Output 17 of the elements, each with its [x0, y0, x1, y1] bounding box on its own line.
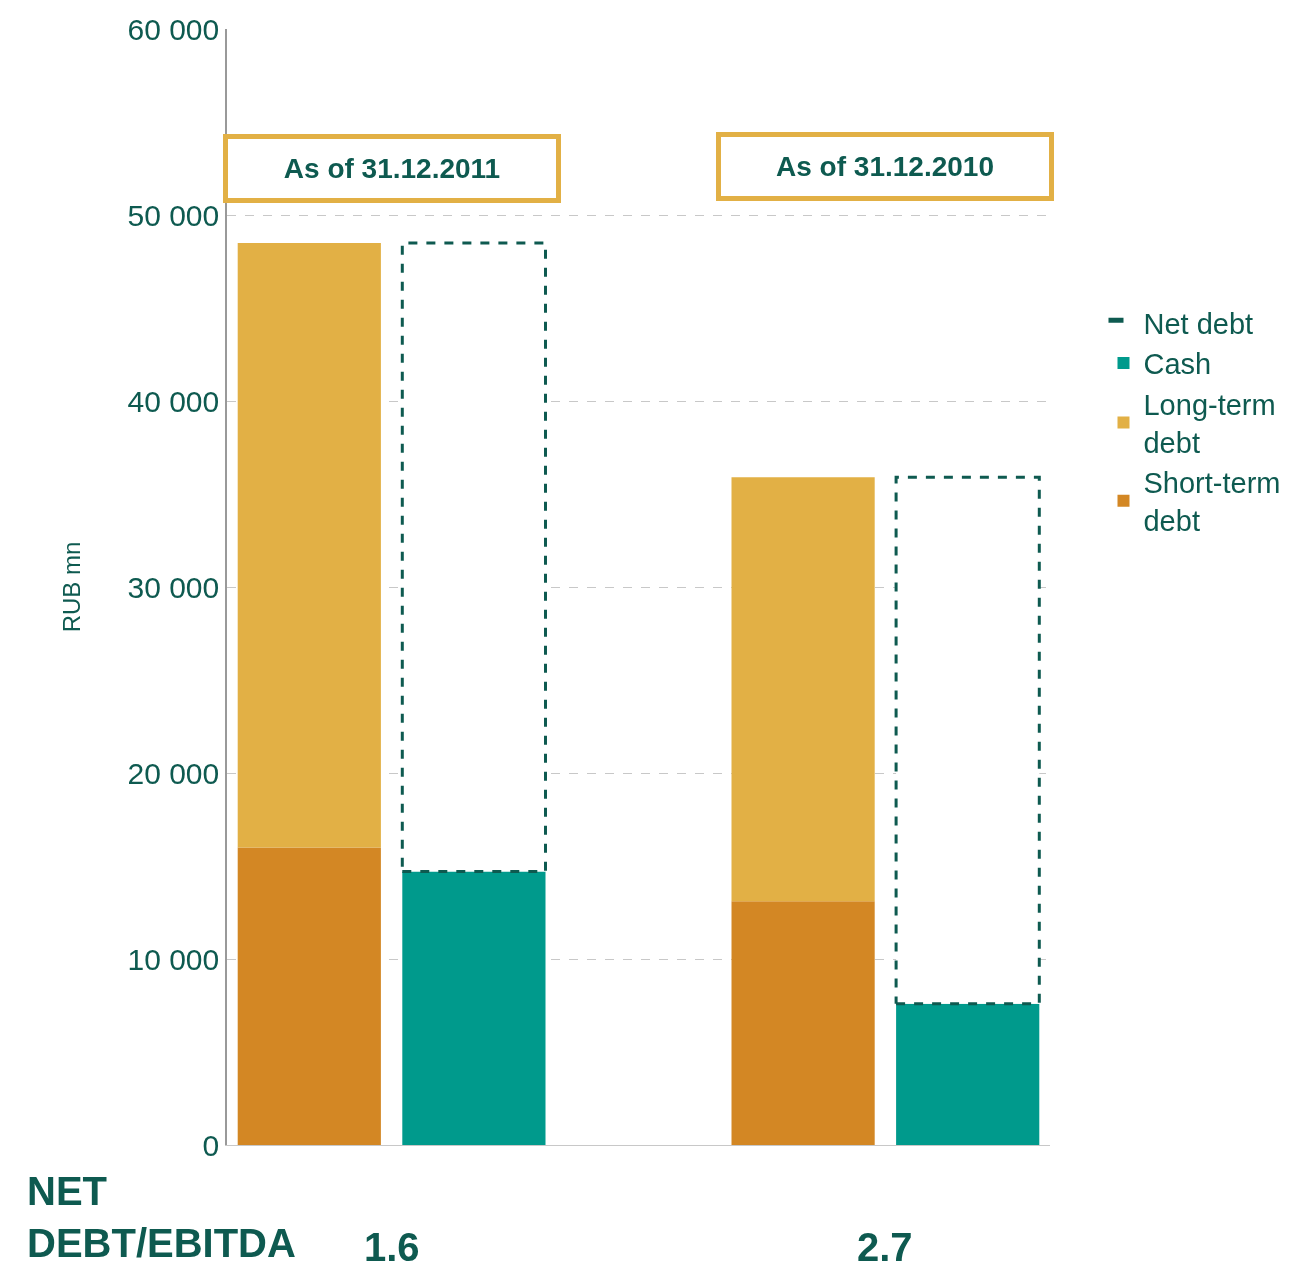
- text: 2.7: [857, 1225, 913, 1269]
- y-tick-label: 10 000: [127, 942, 220, 976]
- text: NET DEBT/EBITDA: [27, 1169, 296, 1265]
- annotation: As of 31.12.2010: [776, 151, 994, 182]
- legend-label: Cash: [1143, 348, 1212, 381]
- y-tick-label: 60 000: [127, 12, 220, 46]
- annotation: As of 31.12.2011: [283, 153, 501, 184]
- y-tick-label: 0: [202, 1128, 220, 1162]
- legend-label: Long-term debt: [1143, 388, 1276, 459]
- text: 1.6: [364, 1225, 420, 1269]
- y-axis-title: RUB mn: [58, 541, 86, 633]
- y-tick-label: 30 000: [127, 570, 220, 604]
- y-tick-label: 50 000: [127, 198, 220, 232]
- legend-label: Net debt: [1143, 307, 1254, 340]
- legend-label: Short-term debt: [1143, 467, 1281, 537]
- y-tick-label: 40 000: [127, 384, 220, 418]
- y-tick-label: 20 000: [127, 756, 220, 790]
